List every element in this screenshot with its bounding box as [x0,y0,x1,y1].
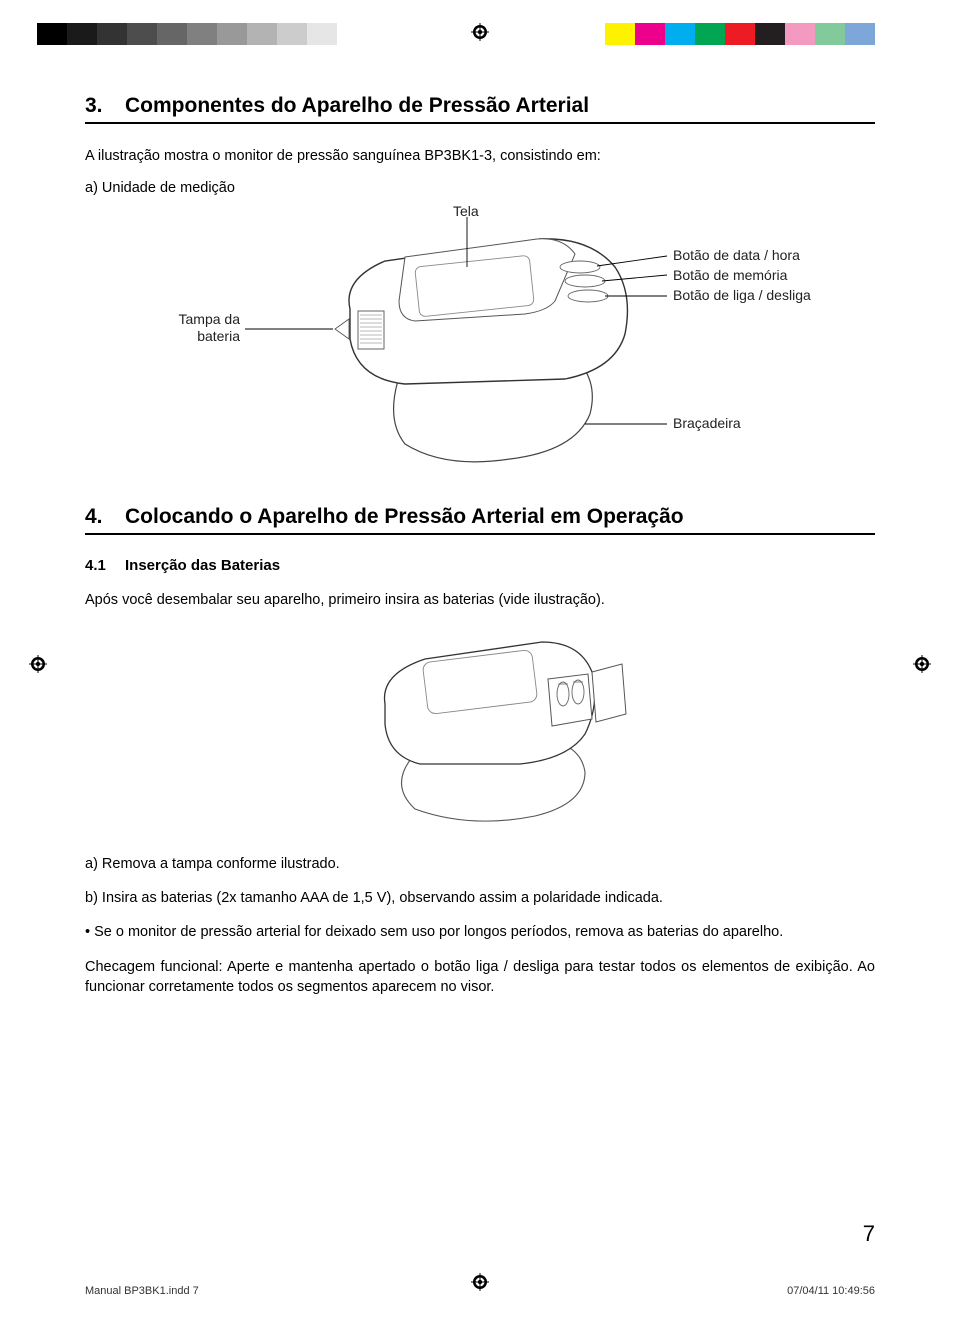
section3-underline [85,122,875,124]
swatch [127,23,157,45]
swatch [157,23,187,45]
swatch [785,23,815,45]
swatch [605,23,635,45]
swatch [247,23,277,45]
section3-intro: A ilustração mostra o monitor de pressão… [85,146,875,166]
footer-filename: Manual BP3BK1.indd 7 [85,1285,199,1297]
battery-diagram [85,624,875,834]
section4-title: Colocando o Aparelho de Pressão Arterial… [125,505,684,528]
section4-item-a: a) Remova a tampa conforme ilustrado. [85,854,875,874]
page-content: 3.Componentes do Aparelho de Pressão Art… [85,94,875,1247]
section4-number: 4. [85,505,125,529]
label-memoria: Botão de memória [673,267,787,285]
swatch [815,23,845,45]
section4-check: Checagem funcional: Aperte e mantenha ap… [85,957,875,998]
section4-sub-number: 4.1 [85,557,125,574]
section4-subheading: 4.1Inserção das Baterias [85,557,875,574]
device-diagram: Tela Botão de data / hora Botão de memór… [85,209,875,469]
swatch [635,23,665,45]
registration-mark-right [913,655,931,673]
label-tela: Tela [453,203,479,221]
footer-timestamp: 07/04/11 10:49:56 [787,1285,875,1297]
section4-p1: Após você desembalar seu aparelho, prime… [85,590,875,610]
swatch [725,23,755,45]
section4-sub-title: Inserção das Baterias [125,557,280,574]
swatch [845,23,875,45]
swatch [37,23,67,45]
label-tampa-bateria: Tampa dabateria [145,311,240,346]
registration-mark-top [471,23,489,41]
label-data-hora: Botão de data / hora [673,247,800,265]
label-liga-desliga: Botão de liga / desliga [673,287,811,305]
section4-bullet: • Se o monitor de pressão arterial for d… [85,922,875,942]
color-swatches [605,23,905,45]
section3-title: Componentes do Aparelho de Pressão Arter… [125,94,589,117]
section4-underline [85,533,875,535]
swatch [97,23,127,45]
swatch [755,23,785,45]
swatch [67,23,97,45]
section4-heading: 4.Colocando o Aparelho de Pressão Arteri… [85,505,875,529]
section4-item-b: b) Insira as baterias (2x tamanho AAA de… [85,888,875,908]
swatch [665,23,695,45]
section3-sub-a: a) Unidade de medição [85,178,875,198]
swatch [695,23,725,45]
swatch [217,23,247,45]
swatch [187,23,217,45]
registration-mark-left [29,655,47,673]
print-footer: Manual BP3BK1.indd 7 07/04/11 10:49:56 [85,1285,875,1297]
section3-number: 3. [85,94,125,118]
section3-heading: 3.Componentes do Aparelho de Pressão Art… [85,94,875,118]
swatch [277,23,307,45]
swatch [875,23,905,45]
page-number: 7 [863,1221,875,1247]
label-bracadeira: Braçadeira [673,415,741,433]
grayscale-swatches [37,23,337,45]
swatch [307,23,337,45]
